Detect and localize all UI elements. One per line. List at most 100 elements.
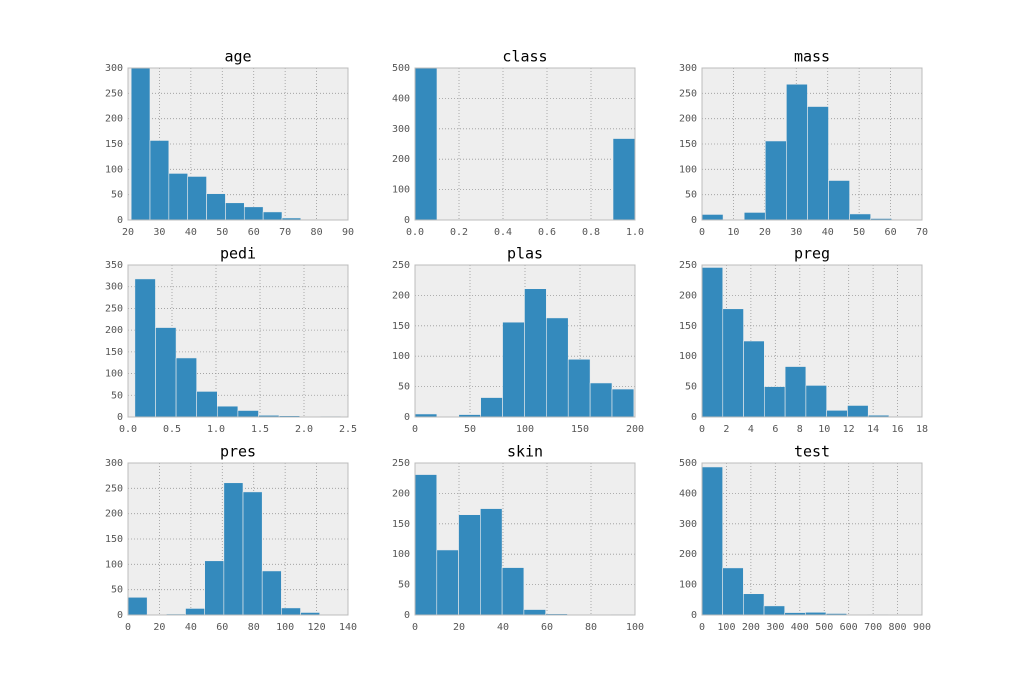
plot-frame (701, 67, 923, 221)
y-tick-label: 100 (105, 164, 123, 175)
x-tick-label: 50 (853, 227, 865, 238)
y-tick-label: 0 (404, 215, 410, 226)
bar (237, 410, 259, 418)
x-tick-label: 60 (248, 227, 260, 238)
y-tick-label: 50 (685, 382, 697, 393)
bar (546, 317, 569, 418)
y-tick-label: 400 (679, 488, 697, 499)
y-tick-label: 400 (392, 93, 410, 104)
bar (261, 570, 282, 616)
plot-frame (414, 264, 636, 418)
y-tick-label: 0 (404, 610, 410, 621)
plot-frame (127, 67, 349, 221)
bar (206, 193, 226, 221)
y-tick-label: 100 (679, 164, 697, 175)
x-tick-label: 0 (412, 622, 418, 633)
bar (185, 608, 205, 616)
y-tick-label: 0 (404, 412, 410, 423)
x-tick-label: 40 (497, 622, 509, 633)
y-tick-label: 350 (105, 260, 123, 271)
subplot: 0 20 40 60 80 100 0 50 100 150 200 250 skin (392, 443, 644, 634)
y-tick-label: 0 (691, 215, 697, 226)
x-tick-label: 100 (626, 622, 644, 633)
x-tick-label: 80 (585, 622, 597, 633)
subplot: 0 50 100 150 200 0 50 100 150 200 250 plas (392, 245, 644, 436)
bar (807, 106, 829, 221)
x-tick-label: 10 (818, 424, 830, 435)
plot-frame (701, 462, 923, 616)
bar (828, 180, 850, 221)
x-tick-label: 20 (122, 227, 134, 238)
x-tick-label: 10 (727, 227, 739, 238)
y-tick-label: 300 (679, 63, 697, 74)
y-tick-label: 150 (105, 139, 123, 150)
bar (701, 466, 723, 616)
y-tick-label: 150 (679, 139, 697, 150)
bar (786, 83, 808, 221)
x-tick-label: 0 (699, 622, 705, 633)
y-tick-label: 50 (398, 382, 410, 393)
x-tick-label: 12 (843, 424, 855, 435)
bar (501, 567, 525, 616)
x-tick-label: 40 (185, 227, 197, 238)
x-tick-label: 40 (185, 622, 197, 633)
x-tick-label: 200 (742, 622, 760, 633)
x-tick-label: 60 (216, 622, 228, 633)
x-tick-label: 70 (279, 227, 291, 238)
y-tick-label: 150 (392, 321, 410, 332)
y-tick-label: 250 (392, 260, 410, 271)
bar (196, 391, 218, 418)
subplot-title: skin (507, 443, 543, 461)
x-tick-label: 800 (889, 622, 907, 633)
plot-frame (414, 462, 636, 616)
y-tick-label: 100 (105, 559, 123, 570)
y-tick-label: 500 (679, 458, 697, 469)
bar (763, 605, 786, 616)
y-tick-label: 150 (679, 321, 697, 332)
y-tick-label: 100 (105, 369, 123, 380)
y-tick-label: 100 (392, 185, 410, 196)
bar (134, 278, 156, 418)
bar (701, 214, 724, 221)
x-tick-label: 90 (342, 227, 354, 238)
bar (764, 386, 786, 418)
x-tick-label: 0 (412, 424, 418, 435)
bar (743, 340, 765, 418)
bar (743, 593, 765, 616)
y-tick-label: 500 (392, 63, 410, 74)
x-tick-label: 80 (248, 622, 260, 633)
x-tick-label: 0.0 (406, 227, 424, 238)
bar (414, 67, 438, 221)
bar (225, 202, 245, 221)
y-tick-label: 250 (105, 483, 123, 494)
subplot: 20 30 40 50 60 70 80 90 0 50 100 150 200 250 300 age (105, 48, 354, 239)
bar (701, 267, 724, 418)
x-tick-label: 400 (791, 622, 809, 633)
x-tick-label: 0.6 (538, 227, 556, 238)
bar (805, 385, 827, 418)
x-tick-label: 70 (916, 227, 928, 238)
x-tick-label: 16 (892, 424, 904, 435)
y-tick-label: 200 (392, 154, 410, 165)
x-tick-label: 0 (125, 622, 131, 633)
x-tick-label: 50 (464, 424, 476, 435)
plot-area (415, 68, 635, 220)
y-tick-label: 0 (691, 610, 697, 621)
x-tick-label: 900 (913, 622, 931, 633)
plot-frame (414, 67, 636, 221)
bar (480, 508, 503, 616)
x-tick-label: 80 (311, 227, 323, 238)
bar (722, 567, 744, 616)
x-tick-label: 200 (626, 424, 644, 435)
bar (611, 388, 635, 418)
x-tick-label: 2.0 (295, 424, 313, 435)
subplot: 0 100 200 300 400 500 600 700 800 900 0 100 200 300 40… (679, 443, 931, 634)
subplot-title: class (502, 48, 547, 66)
subplot: 0 20 40 60 80 100 120 140 0 50 100 150 200 250 300 pres (105, 443, 357, 634)
x-tick-label: 0.5 (163, 424, 181, 435)
y-tick-label: 150 (105, 534, 123, 545)
y-tick-label: 250 (679, 88, 697, 99)
x-tick-label: 40 (822, 227, 834, 238)
x-tick-label: 0.2 (450, 227, 468, 238)
bar (849, 213, 872, 221)
